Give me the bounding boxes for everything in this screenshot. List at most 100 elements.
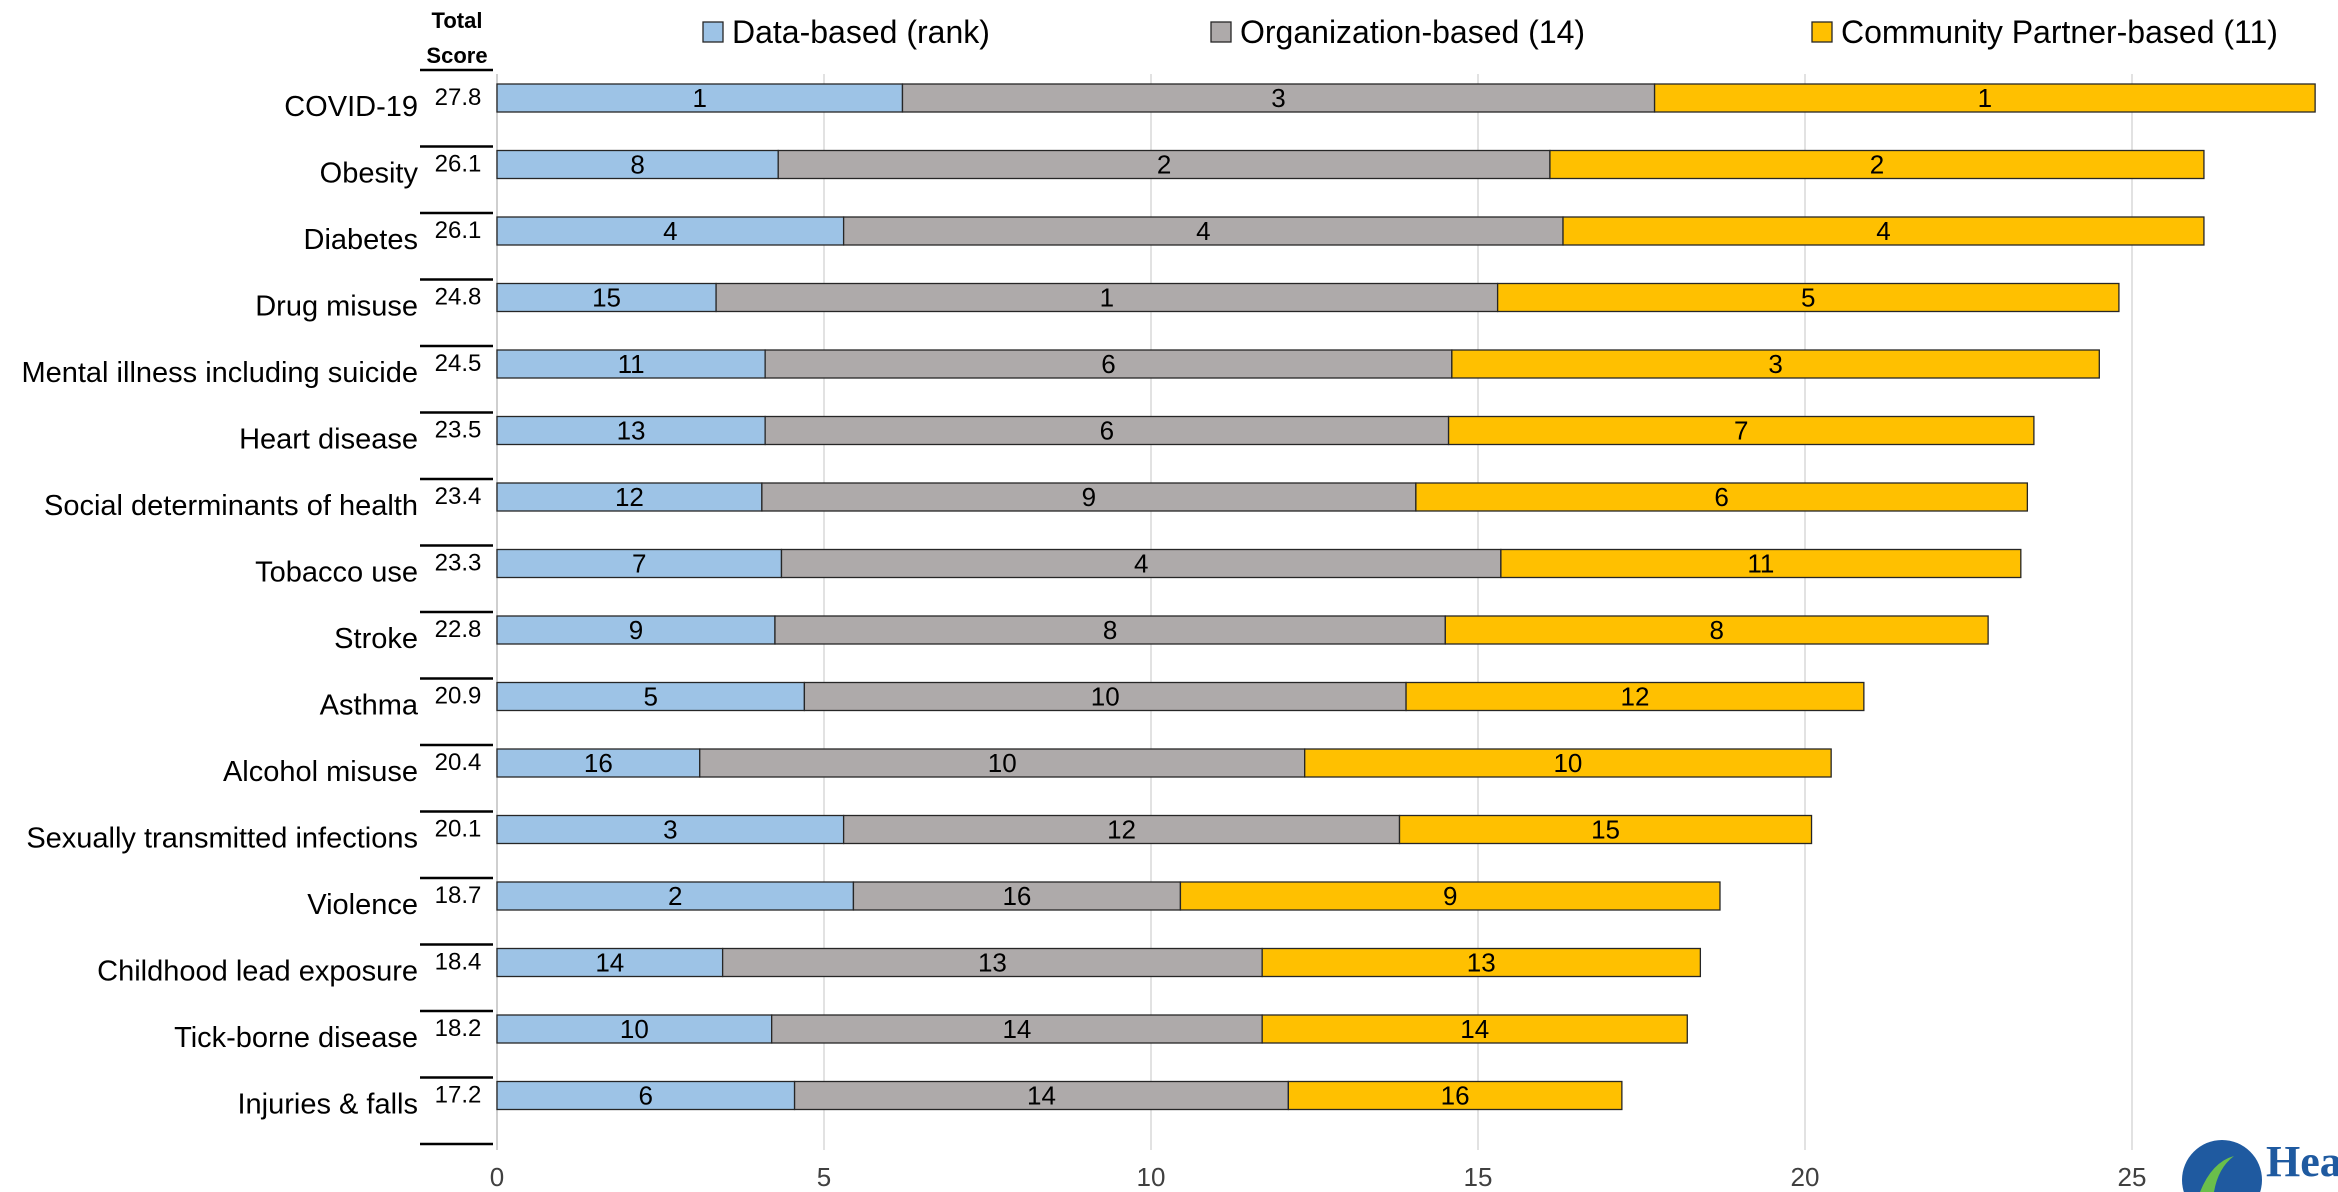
legend: Data-based (rank) Organization-based (14)…	[702, 14, 2278, 50]
category-label: Sexually transmitted infections	[26, 823, 418, 855]
x-axis: 0 5 10 15 20 25	[490, 1162, 2147, 1192]
bar-segment	[774, 615, 1446, 645]
bar-segment-label: 6	[1101, 349, 1115, 379]
bar-segment	[1549, 149, 2205, 180]
total-score-value: 20.9	[435, 683, 482, 710]
category-label: Mental illness including suicide	[21, 357, 418, 389]
total-header-line-2: Score	[426, 43, 487, 68]
legend-label: Community Partner-based (11)	[1841, 14, 2278, 50]
legend-swatch	[702, 21, 724, 43]
bar-segment	[1179, 881, 1721, 911]
bar-segment	[496, 149, 779, 180]
category-label: Heart disease	[239, 424, 418, 456]
category-label: Stroke	[334, 623, 418, 655]
bar-segment-label: 16	[584, 748, 613, 778]
total-score-value: 18.4	[435, 949, 482, 976]
bar-segment	[1562, 216, 2205, 246]
bar-segment-label: 2	[1870, 150, 1884, 180]
total-score-value: 18.2	[435, 1015, 482, 1042]
category-labels: COVID-19 Obesity Diabetes Drug misuse Mental…	[21, 91, 418, 1121]
bar-segment-label: 3	[1768, 349, 1782, 379]
total-score-value: 17.2	[435, 1082, 482, 1109]
x-tick-label: 15	[1464, 1162, 1493, 1192]
legend-label: Organization-based (14)	[1240, 14, 1585, 50]
bar-segment	[1444, 615, 1989, 645]
bar-segment-label: 11	[1747, 549, 1774, 579]
bar-segment-label: 6	[1100, 416, 1114, 446]
bar-segment-label: 12	[1620, 682, 1649, 712]
x-tick-label: 5	[817, 1162, 831, 1192]
bar-segment-label: 10	[988, 748, 1017, 778]
bar-segment-label: 8	[630, 150, 644, 180]
bar-segment	[1500, 548, 2022, 579]
total-score-column: 27.8 26.1 26.1 24.8 24.5 23.5 23.4 23.3 22.8 20.9…	[420, 68, 493, 1146]
bar-segment-label: 2	[1157, 150, 1171, 180]
category-label: Social determinants of health	[44, 490, 418, 522]
bar-segment-label: 5	[643, 682, 657, 712]
category-label: Drug misuse	[255, 291, 418, 323]
total-score-value: 24.5	[435, 350, 482, 377]
bar-segment	[496, 881, 855, 911]
bar-segment-label: 11	[618, 349, 645, 379]
bar-segment-label: 16	[1002, 881, 1031, 911]
category-label: COVID-19	[284, 91, 418, 123]
bar-segment-label: 4	[1134, 549, 1148, 579]
bar-segment-label: 9	[1443, 881, 1457, 911]
bar-segment-label: 8	[1709, 615, 1723, 645]
bar-segment-label: 4	[663, 216, 677, 246]
bar-segment	[793, 1080, 1289, 1111]
bar-segment	[496, 349, 766, 379]
x-tick-label: 25	[2118, 1162, 2147, 1192]
bar-segment	[764, 415, 1450, 446]
bar-segment	[496, 947, 724, 978]
bar-segment	[803, 681, 1407, 712]
bar-segment-label: 14	[595, 948, 624, 978]
category-label: Tobacco use	[255, 557, 418, 589]
total-score-value: 23.5	[435, 417, 482, 444]
bar-segment	[1398, 814, 1813, 845]
total-header-line-1: Total	[432, 8, 483, 33]
bar-segment-label: 12	[1107, 815, 1136, 845]
bar-segment	[1496, 282, 2120, 313]
bar-segment	[842, 216, 1564, 246]
bar-segment-label: 13	[978, 948, 1007, 978]
bar-segment-label: 1	[693, 83, 707, 113]
logo-leaf-icon	[2200, 1156, 2234, 1192]
category-label: Alcohol misuse	[223, 756, 418, 788]
bar-segment-label: 2	[668, 881, 682, 911]
bar-segment	[1261, 947, 1702, 978]
bar-segment	[1451, 349, 2100, 379]
bar-segment-label: 3	[1271, 83, 1285, 113]
bar-segment	[1653, 83, 2316, 113]
organization-logo: Hea	[2182, 1137, 2338, 1192]
bar-segment-label: 9	[629, 615, 643, 645]
bar-segment	[699, 748, 1306, 778]
bar-segment	[777, 149, 1551, 180]
bar-segment-label: 3	[663, 815, 677, 845]
bar-segment-label: 10	[620, 1014, 649, 1044]
bar-segment-label: 14	[1002, 1014, 1031, 1044]
bar-segment-label: 4	[1196, 216, 1210, 246]
bar-segment-label: 6	[1714, 482, 1728, 512]
bar-segment-label: 8	[1103, 615, 1117, 645]
bar-segment-label: 15	[592, 283, 621, 313]
bar-segment-label: 4	[1876, 216, 1890, 246]
bar-segment	[1287, 1080, 1623, 1111]
total-score-value: 23.3	[435, 550, 482, 577]
bar-segment-label: 7	[632, 549, 646, 579]
bar-segment	[764, 349, 1453, 379]
bar-segment	[721, 947, 1263, 978]
bar-segment	[496, 216, 845, 246]
total-score-value: 26.1	[435, 217, 482, 244]
bar-segment	[496, 681, 806, 712]
bar-segment-label: 13	[1467, 948, 1496, 978]
bar-segment	[496, 748, 701, 778]
category-label: Injuries & falls	[237, 1089, 418, 1121]
bar-segment-label: 14	[1460, 1014, 1489, 1044]
bar-segment-label: 1	[1978, 83, 1992, 113]
bar-segment-label: 15	[1591, 815, 1620, 845]
bar-segment	[1261, 1014, 1688, 1044]
bar-segment-label: 6	[639, 1081, 653, 1111]
category-label: Violence	[307, 889, 418, 921]
